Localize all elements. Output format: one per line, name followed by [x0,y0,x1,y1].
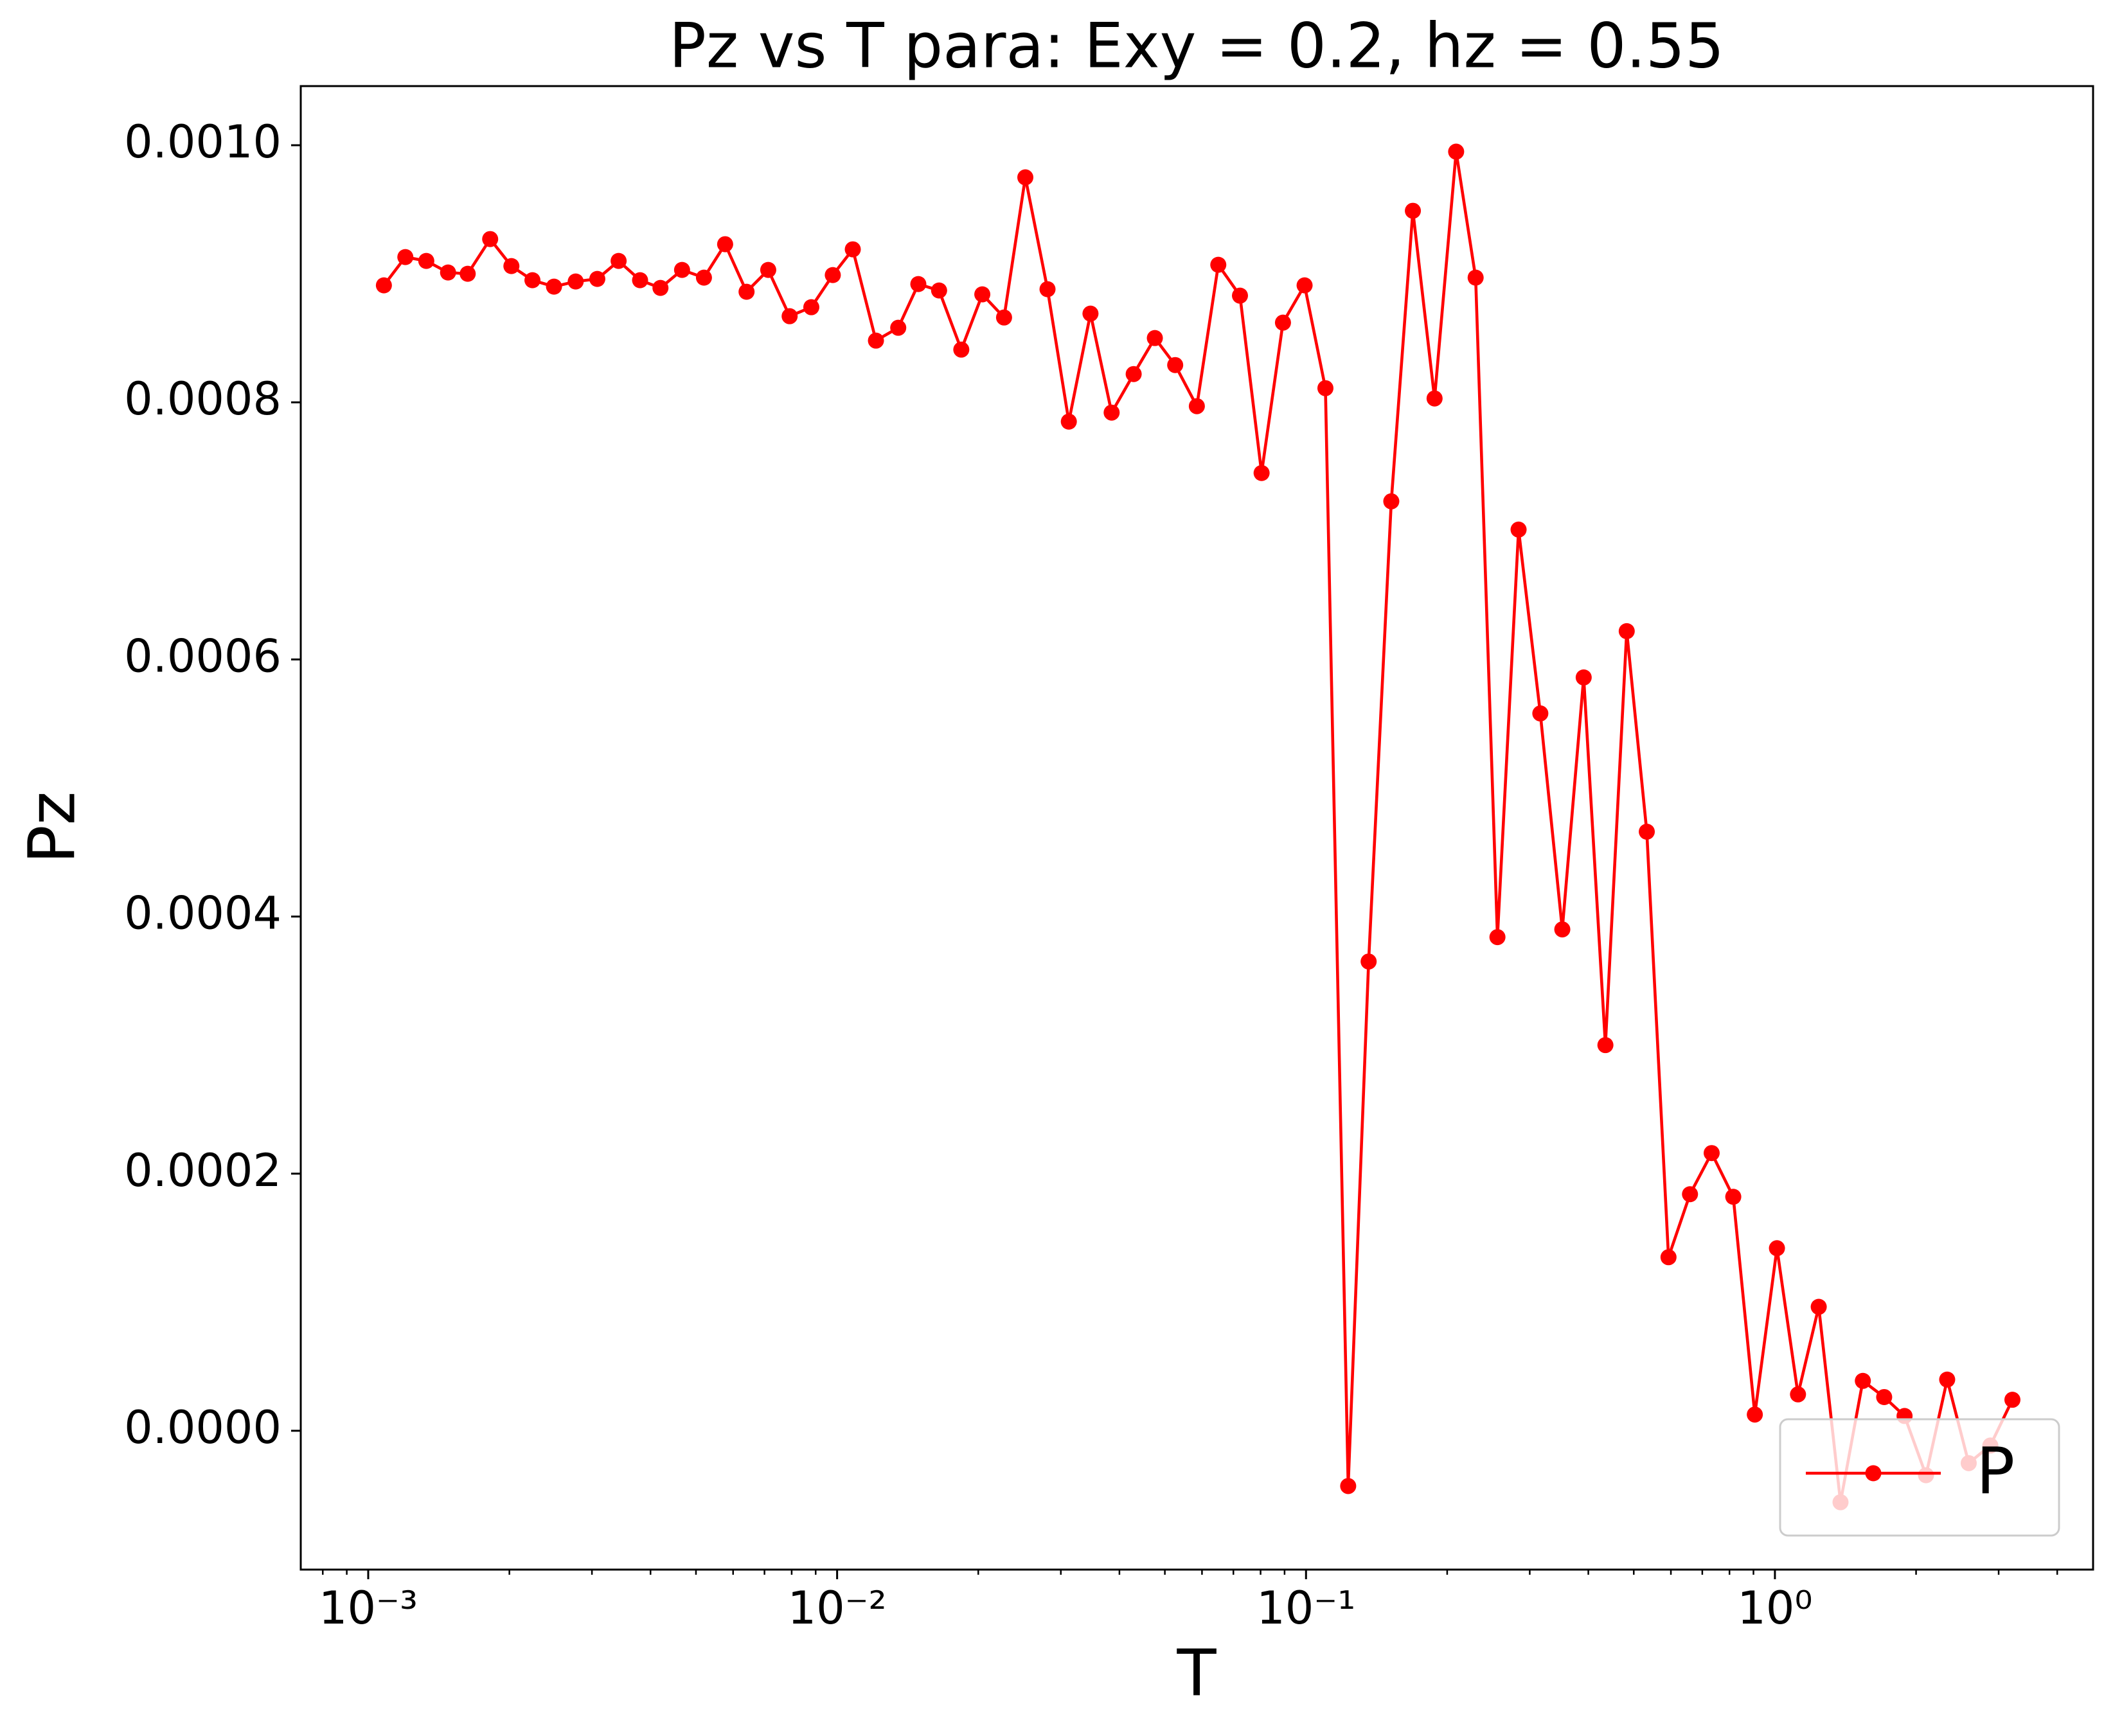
data-point [1532,705,1549,722]
data-point [738,283,755,300]
data-point [1039,281,1056,297]
data-point [1876,1388,1893,1405]
data-point [695,269,712,286]
x-tick-label: 10⁻² [788,1582,887,1634]
data-point [1510,521,1527,538]
data-point [1855,1372,1871,1389]
legend-label: P [1976,1433,2015,1509]
data-point [1146,330,1163,346]
data-point [910,276,927,292]
data-point [503,258,520,274]
data-point [1317,380,1333,396]
data-point [1639,824,1655,840]
chart-title: Pz vs T para: Exy = 0.2, hz = 0.55 [669,10,1724,82]
data-point [1253,465,1270,481]
data-point [1125,366,1142,382]
x-tick-label: 10⁻¹ [1256,1582,1355,1634]
data-point [1103,404,1120,421]
data-point [418,252,434,269]
data-point [673,261,690,278]
data-point [1660,1249,1677,1266]
data-point [397,249,414,265]
data-point [1340,1478,1357,1494]
data-point [1448,143,1465,160]
data-point [1618,623,1635,639]
y-tick-label: 0.0004 [124,887,281,940]
data-point [931,282,947,299]
data-point [1489,929,1506,946]
data-point [1426,390,1443,407]
legend-marker [1865,1465,1882,1482]
data-point [1467,269,1484,286]
data-point [760,261,776,278]
data-point [567,273,584,290]
data-point [2004,1392,2020,1408]
data-point [652,279,669,296]
data-point [1682,1186,1698,1203]
y-axis-label: Pz [14,792,89,864]
data-point [844,241,861,258]
data-point [524,272,541,288]
x-axis-label: T [1176,1635,1217,1710]
data-point [1060,413,1077,430]
data-point [1017,169,1034,186]
data-point [459,265,476,282]
data-point [803,299,819,315]
data-point [953,341,970,358]
data-point [1790,1386,1806,1403]
data-point [632,272,648,288]
legend-box [1779,1418,2060,1537]
data-point [1082,305,1099,322]
data-point [1210,256,1227,273]
data-point [1554,921,1571,938]
data-point [611,252,627,269]
data-point [781,308,798,324]
data-point [440,264,456,281]
data-point [1360,953,1377,970]
x-tick-label: 10⁻³ [319,1582,418,1634]
data-point [825,267,841,283]
data-point [1725,1189,1742,1205]
data-point [1188,398,1205,414]
data-point [1597,1037,1614,1054]
data-point [1769,1240,1785,1257]
y-tick-label: 0.0008 [124,373,281,425]
y-tick-label: 0.0002 [124,1144,281,1197]
data-point [1383,493,1400,509]
data-point [1747,1406,1763,1423]
data-point [1231,287,1248,304]
data-point [1810,1298,1827,1315]
data-point [589,270,605,287]
data-point [1939,1371,1956,1388]
data-point [890,319,907,336]
data-point [868,332,884,349]
y-tick-label: 0.0006 [124,630,281,682]
y-tick-label: 0.0000 [124,1401,281,1454]
data-point [1274,314,1291,331]
data-point [375,277,392,294]
data-point [995,309,1012,326]
y-tick-label: 0.0010 [124,116,281,168]
data-point [1296,277,1313,294]
data-point [1405,202,1422,219]
plot-frame [299,85,2094,1571]
data-point [1703,1145,1720,1162]
data-point [974,286,991,303]
data-point [1167,357,1184,373]
x-tick-label: 10⁰ [1737,1582,1812,1634]
data-point [482,231,499,247]
data-point [1575,669,1592,686]
data-point [717,236,733,252]
data-point [546,278,562,295]
